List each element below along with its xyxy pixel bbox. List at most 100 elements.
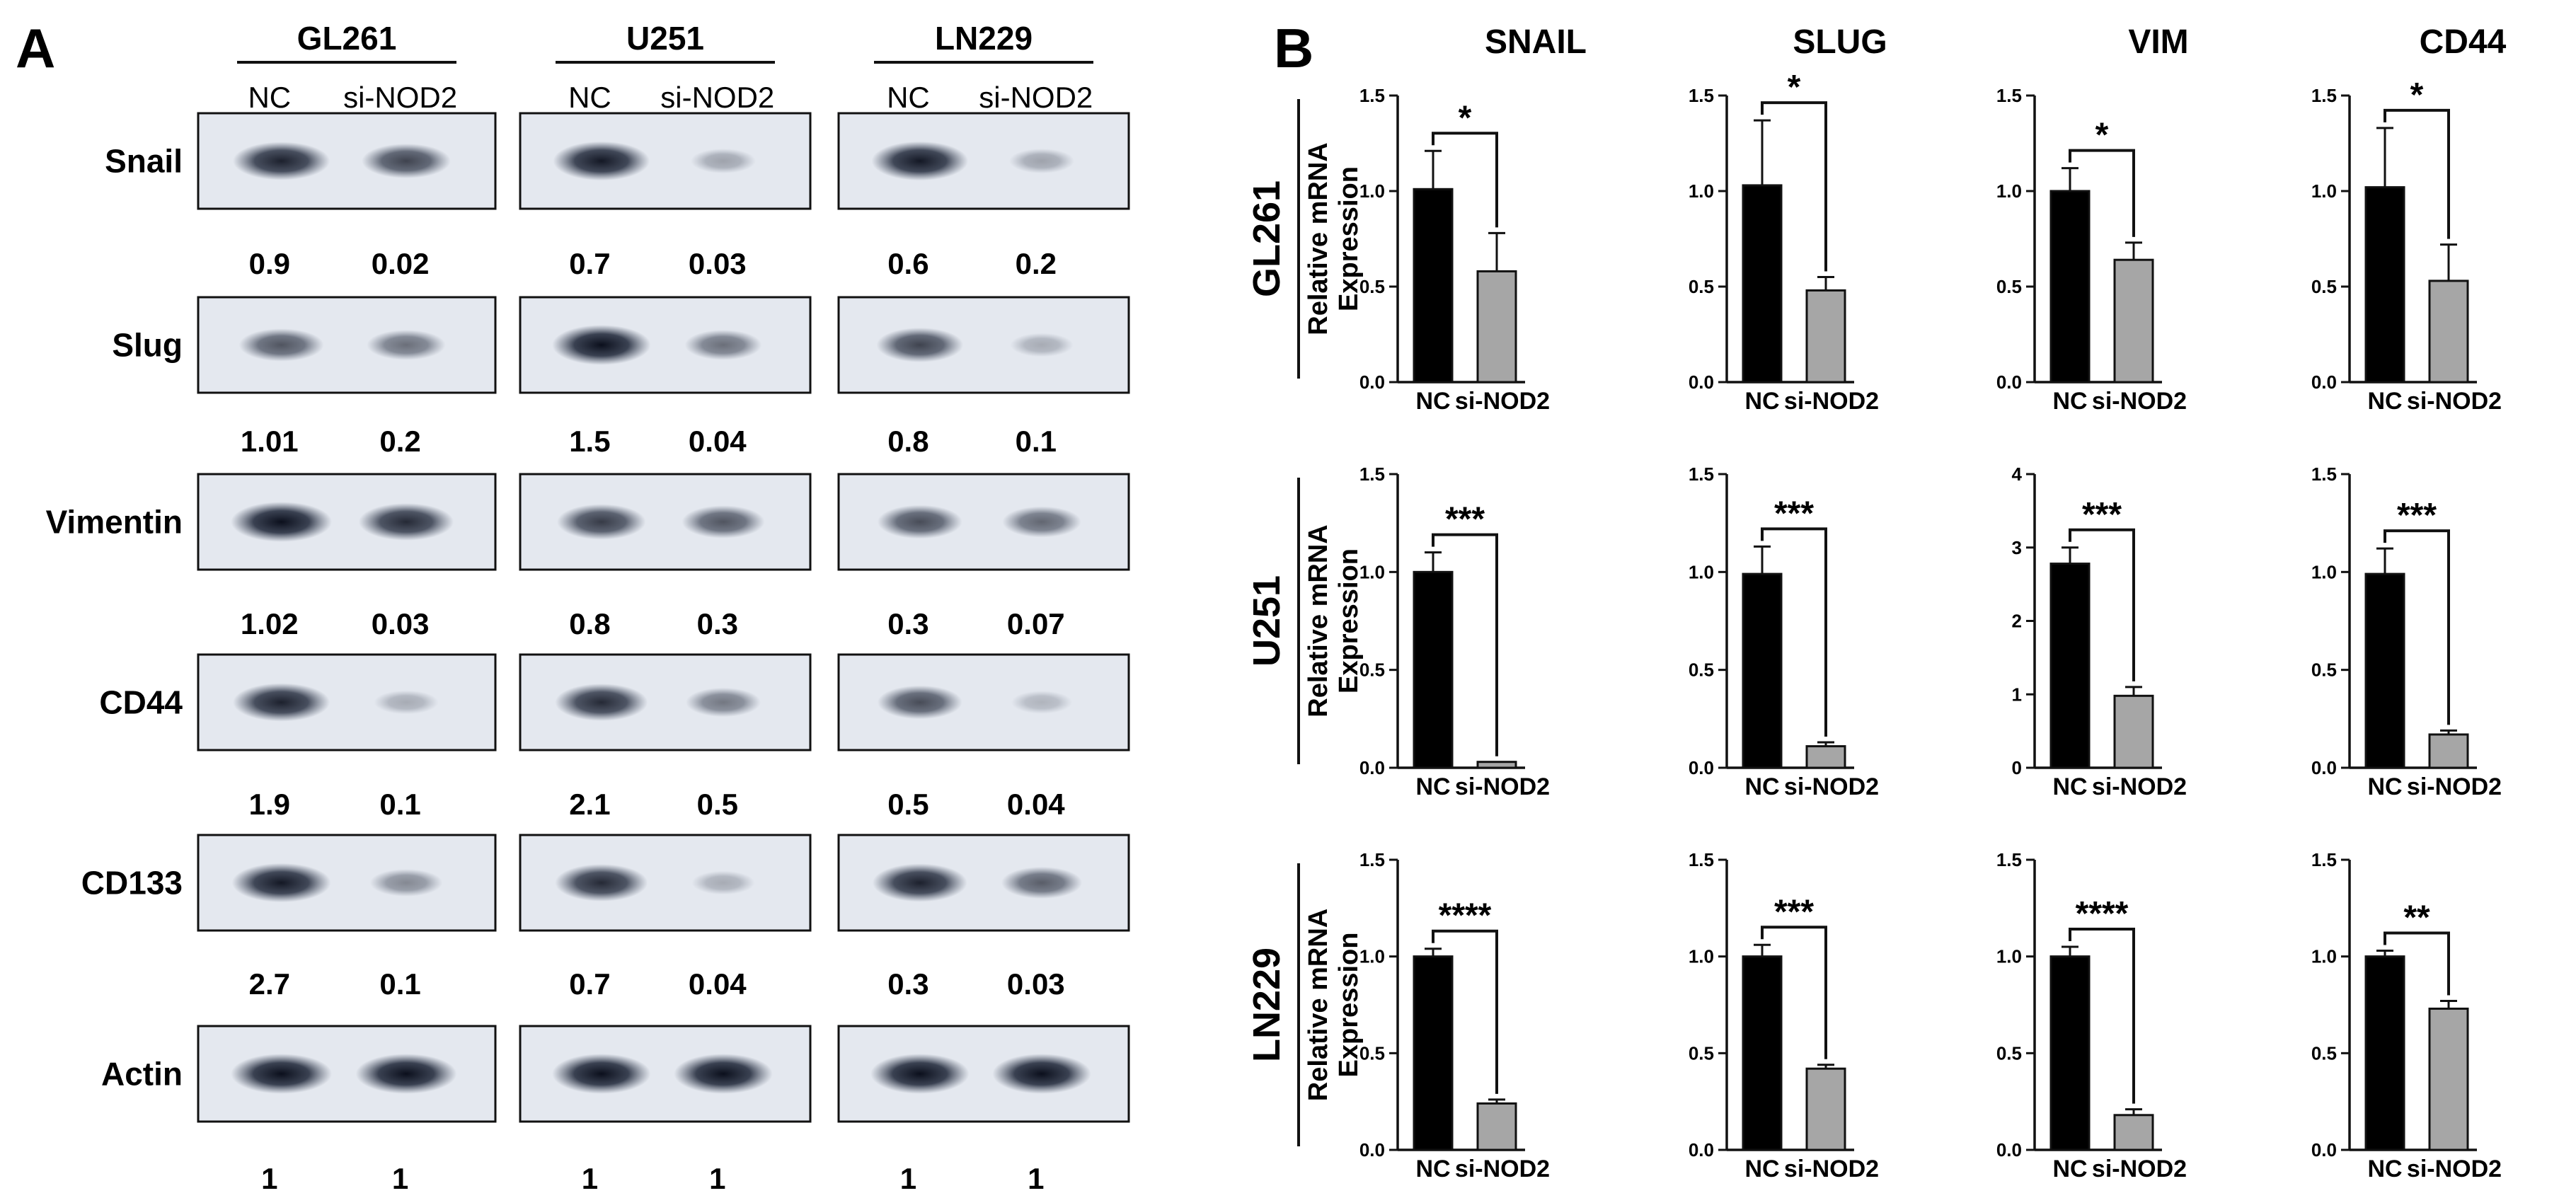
- y-tick-label: 0.0: [1689, 1139, 1714, 1160]
- y-tick-label: 1.0: [1359, 561, 1385, 582]
- bar-chart-u251-1: 0.0 0.5 1.0 1.5 NC si-NOD2 ***: [1689, 463, 1879, 800]
- y-tick-label: 1.0: [1359, 180, 1385, 202]
- y-tick-label: 0.5: [2311, 660, 2337, 681]
- lane-label-si-nod2: si-NOD2: [660, 81, 774, 114]
- cell-line-header-u251: U251: [626, 20, 704, 57]
- band-quantification: 0.04: [689, 967, 747, 1001]
- y-tick-label: 0.5: [1996, 276, 2022, 297]
- y-tick-label: 0.0: [2311, 372, 2337, 393]
- bar-nc: [1742, 184, 1783, 384]
- protein-band: [355, 1054, 457, 1094]
- y-tick-label: 0.5: [2311, 276, 2337, 297]
- x-tick-label: NC: [2052, 388, 2087, 415]
- significance-stars: *: [1788, 69, 1801, 106]
- x-tick-label: si-NOD2: [2092, 1156, 2187, 1182]
- significance-stars: ***: [1774, 893, 1814, 931]
- band-quantification: 1.9: [249, 788, 290, 821]
- y-tick-label: 1.0: [1996, 946, 2022, 967]
- significance-bracket: [2384, 931, 2450, 996]
- protein-band: [877, 685, 962, 720]
- gene-title-slug: SLUG: [1793, 23, 1887, 61]
- y-tick-label: 1.5: [1689, 849, 1714, 870]
- y-axis-title-line1: Relative mRNA: [1304, 909, 1333, 1101]
- bar-nc: [2049, 955, 2091, 1151]
- protein-label-snail: Snail: [105, 143, 183, 180]
- protein-label-cd44: CD44: [99, 684, 183, 721]
- protein-band: [367, 330, 446, 360]
- lane-label-si-nod2: si-NOD2: [343, 81, 457, 114]
- y-tick-label: 1.5: [1689, 85, 1714, 106]
- protein-band: [238, 328, 324, 362]
- x-tick-label: NC: [1415, 773, 1450, 800]
- band-quantification: 0.1: [379, 788, 420, 821]
- lane-label-nc: NC: [887, 81, 930, 114]
- band-quantification: 0.3: [887, 967, 928, 1001]
- x-tick-label: si-NOD2: [1784, 773, 1879, 800]
- protein-label-cd133: CD133: [81, 865, 183, 902]
- y-tick-label: 1.5: [1359, 85, 1385, 106]
- y-tick-label: 0.5: [2311, 1042, 2337, 1064]
- bar-si-nod2: [2113, 258, 2154, 384]
- significance-bracket: [2384, 529, 2450, 725]
- band-quantification: 0.3: [887, 607, 928, 640]
- protein-band: [871, 141, 969, 181]
- bar-chart-u251-2: 0 1 2 3 4 NC si-NOD2 ***: [2012, 463, 2187, 800]
- y-tick-label: 0.0: [1996, 372, 2022, 393]
- y-tick-label: 1.0: [1689, 946, 1714, 967]
- panel-b-label: B: [1274, 17, 1313, 79]
- significance-stars: **: [2403, 899, 2430, 936]
- protein-band: [552, 1054, 651, 1094]
- band-quantification: 1: [261, 1162, 277, 1195]
- x-tick-label: si-NOD2: [2407, 1156, 2502, 1182]
- protein-band: [877, 505, 962, 539]
- protein-label-slug: Slug: [112, 327, 183, 364]
- cell-line-header-ln229: LN229: [935, 20, 1033, 57]
- protein-band: [1001, 866, 1083, 899]
- band-quantification: 0.04: [689, 425, 747, 458]
- x-tick-label: NC: [2052, 1156, 2087, 1182]
- y-tick-label: 1.5: [2311, 463, 2337, 485]
- row-label-u251: U251: [1246, 575, 1288, 667]
- significance-stars: ***: [2082, 496, 2122, 534]
- x-tick-label: si-NOD2: [1784, 388, 1879, 415]
- bar-si-nod2: [1476, 1102, 1517, 1151]
- y-tick-label: 0.0: [1359, 757, 1385, 778]
- band-quantification: 0.1: [1016, 425, 1057, 458]
- x-tick-label: si-NOD2: [1455, 1156, 1550, 1182]
- significance-bracket: [2069, 528, 2135, 681]
- bar-chart-gl261-1: 0.0 0.5 1.0 1.5 NC si-NOD2 *: [1689, 69, 1879, 415]
- bar-si-nod2: [2428, 280, 2469, 384]
- y-tick-label: 0.0: [1359, 372, 1385, 393]
- band-quantification: 0.9: [249, 247, 290, 280]
- band-quantification: 0.02: [372, 247, 430, 280]
- y-tick-label: 1: [2012, 684, 2022, 705]
- protein-band: [552, 325, 651, 365]
- significance-bracket: [2384, 108, 2450, 239]
- significance-bracket: [1432, 929, 1498, 1094]
- row-label-gl261: GL261: [1246, 180, 1288, 297]
- x-tick-label: NC: [1415, 388, 1450, 415]
- significance-stars: ****: [2076, 895, 2129, 933]
- y-tick-label: 1.0: [1996, 180, 2022, 202]
- gene-title-cd44: CD44: [2420, 23, 2507, 61]
- protein-band: [992, 1054, 1091, 1094]
- band-quantification: 1.02: [241, 607, 299, 640]
- significance-stars: ***: [2397, 497, 2437, 534]
- protein-band: [1002, 506, 1081, 538]
- y-tick-label: 1.0: [2311, 180, 2337, 202]
- protein-band: [870, 1054, 970, 1094]
- protein-band: [674, 1054, 773, 1094]
- protein-label-vimentin: Vimentin: [46, 504, 183, 541]
- protein-band: [690, 148, 757, 174]
- y-tick-label: 0.5: [1359, 660, 1385, 681]
- significance-stars: *: [2095, 117, 2109, 154]
- significance-bracket: [1432, 533, 1498, 756]
- band-quantification: 0.3: [697, 607, 738, 640]
- band-quantification: 2.7: [249, 967, 290, 1001]
- protein-band: [684, 330, 762, 360]
- y-tick-label: 4: [2012, 463, 2023, 485]
- band-quantification: 0.5: [697, 788, 738, 821]
- lane-label-si-nod2: si-NOD2: [979, 81, 1093, 114]
- band-quantification: 0.03: [372, 607, 430, 640]
